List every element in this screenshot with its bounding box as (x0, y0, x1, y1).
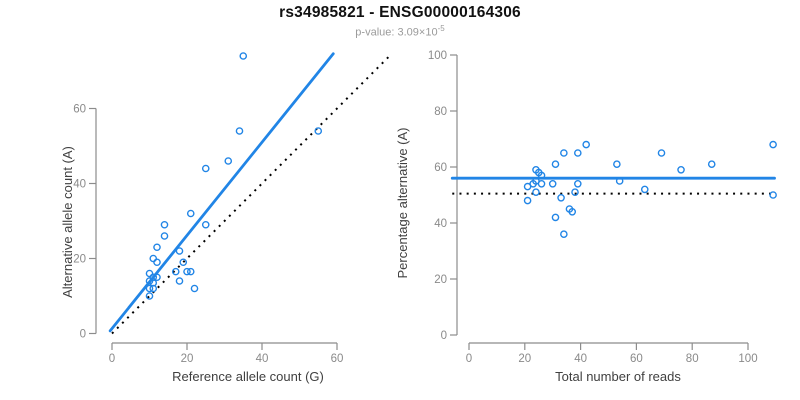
left-identity-line (111, 55, 391, 335)
right-x-axis-title: Total number of reads (555, 369, 681, 384)
left-data-point (235, 127, 244, 135)
right-x-tick-label: 80 (686, 353, 699, 365)
right-data-point (560, 230, 568, 238)
left-data-point (183, 267, 191, 276)
left-data-point (186, 267, 195, 276)
right-y-tick-label: 100 (428, 50, 447, 62)
left-data-point (175, 247, 184, 255)
left-data-point (149, 254, 158, 263)
right-data-point (657, 149, 666, 157)
right-data-point (532, 188, 540, 196)
left-x-tick-label: 60 (331, 353, 344, 365)
right-x-tick-label: 20 (518, 353, 531, 365)
pvalue-text: p-value: 3.09×10 (355, 26, 438, 39)
left-data-point (145, 284, 154, 293)
right-y-tick-label: 20 (434, 274, 447, 286)
right-y-tick-label: 40 (434, 218, 447, 230)
right-data-point (537, 171, 546, 180)
left-x-tick-label: 40 (256, 353, 269, 365)
left-data-point (314, 127, 323, 135)
pvalue-subtitle: p-value: 3.09×10-5 (0, 24, 800, 39)
right-data-point (537, 179, 546, 188)
left-x-tick-label: 20 (181, 353, 194, 365)
right-data-point (548, 179, 557, 188)
pvalue-exponent: -5 (437, 24, 445, 33)
left-data-point (239, 52, 248, 60)
right-data-point (551, 160, 560, 168)
left-data-point (201, 164, 210, 173)
right-data-point (551, 213, 560, 222)
right-data-point (574, 149, 582, 157)
left-data-point (149, 284, 158, 293)
page-title: rs34985821 - ENSG00000164306 (279, 4, 521, 21)
left-data-point (160, 220, 169, 229)
right-data-point (613, 160, 621, 168)
left-x-axis-title: Reference allele count (G) (172, 369, 324, 384)
left-data-point (145, 277, 154, 285)
right-data-point (615, 177, 624, 185)
right-data-point (560, 149, 568, 157)
left-data-point (160, 232, 169, 240)
left-y-tick-label: 20 (73, 254, 86, 266)
right-x-tick-label: 0 (466, 353, 472, 365)
right-data-point (582, 140, 590, 149)
right-x-tick-label: 40 (574, 353, 587, 365)
left-data-point (190, 284, 199, 293)
left-data-point (145, 269, 154, 278)
right-data-point (769, 191, 777, 199)
right-y-axis-title: Percentage alternative (A) (395, 127, 410, 278)
left-data-point (224, 157, 233, 165)
right-data-point (769, 140, 777, 149)
left-y-axis-title: Alternative allele count (A) (60, 146, 75, 298)
right-data-point (707, 160, 716, 168)
left-y-tick-label: 0 (80, 329, 86, 341)
left-data-point (153, 273, 161, 282)
right-data-point (571, 188, 579, 196)
right-y-tick-label: 60 (434, 162, 447, 174)
left-data-point (201, 220, 210, 229)
left-x-tick-label: 0 (109, 353, 115, 365)
left-data-point (153, 258, 161, 267)
right-data-point (640, 185, 649, 194)
left-data-point (145, 292, 154, 300)
right-data-point (523, 196, 532, 205)
right-y-tick-label: 0 (441, 330, 447, 342)
right-data-point (574, 179, 582, 188)
right-data-point (677, 165, 685, 174)
left-data-point (153, 243, 161, 252)
right-data-point (557, 193, 565, 202)
left-data-point (175, 277, 184, 285)
left-fit-line (108, 52, 335, 333)
right-x-tick-label: 100 (738, 353, 757, 365)
left-data-point (171, 267, 180, 276)
right-y-tick-label: 80 (434, 106, 447, 118)
left-y-tick-label: 40 (73, 179, 86, 191)
left-data-point (186, 209, 195, 218)
left-data-point (179, 258, 188, 267)
right-x-tick-label: 60 (630, 353, 643, 365)
right-data-point (568, 207, 577, 216)
left-y-tick-label: 60 (73, 104, 86, 116)
